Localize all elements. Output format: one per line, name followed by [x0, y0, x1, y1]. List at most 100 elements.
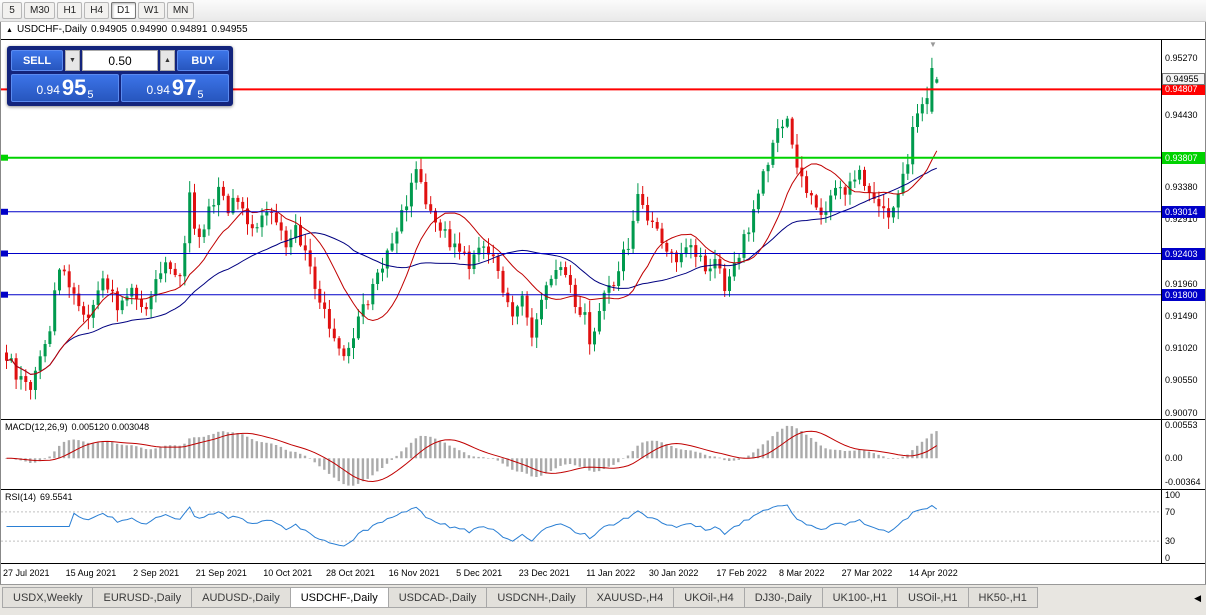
- timeframe-button-d1[interactable]: D1: [111, 2, 136, 19]
- chart-tabs: USDX,Weekly EURUSD-,Daily AUDUSD-,Daily USD…: [2, 587, 1038, 608]
- time-axis-label: 28 Oct 2021: [325, 568, 375, 578]
- chart-tab-bar: USDX,Weekly EURUSD-,Daily AUDUSD-,Daily USD…: [0, 584, 1206, 615]
- chart-tab-usoil-h1[interactable]: USOil-,H1: [898, 587, 969, 608]
- chart-shift-marker-icon: ▼: [929, 40, 937, 49]
- rsi-axis-label: 30: [1165, 536, 1176, 547]
- chart-window: ▲ USDCHF-,Daily 0.94905 0.94990 0.94891 0.949…: [0, 22, 1206, 584]
- candles-layer: [5, 57, 939, 400]
- time-axis-label: 27 Mar 2022: [841, 568, 893, 578]
- price-axis-label: 0.93380: [1165, 181, 1198, 192]
- rsi-plot: [1, 490, 1161, 563]
- buy-button[interactable]: BUY: [177, 50, 229, 71]
- time-axis-label: 15 Aug 2021: [65, 568, 117, 578]
- chart-tab-ukoil-h4[interactable]: UKOil-,H4: [674, 587, 745, 608]
- hline-price-badge: 0.93807: [1162, 151, 1205, 164]
- sell-price-prefix: 0.94: [36, 83, 60, 97]
- hline-left-marker: [1, 291, 8, 298]
- ma-fast-line: [6, 150, 938, 375]
- ohlc-low: 0.94891: [171, 24, 208, 35]
- chart-title-marker-icon: ▲: [6, 27, 13, 34]
- rsi-name: RSI(14): [5, 492, 37, 502]
- hline-price-badge: 0.92403: [1162, 247, 1205, 260]
- chart-tab-usdx-weekly[interactable]: USDX,Weekly: [2, 587, 94, 608]
- price-axis-label: 0.91960: [1165, 278, 1198, 289]
- timeframe-button-h1[interactable]: H1: [57, 2, 83, 19]
- macd-name: MACD(12,26,9): [5, 422, 68, 432]
- sell-price-display[interactable]: 0.94 95 5: [11, 74, 119, 102]
- hline-price-badge: 0.91800: [1162, 288, 1205, 301]
- chart-ohlc-title: ▲ USDCHF-,Daily 0.94905 0.94990 0.94891 0.949…: [6, 24, 252, 35]
- buy-price-big: 97: [171, 75, 197, 100]
- buy-price-prefix: 0.94: [146, 83, 170, 97]
- lot-decrease-button[interactable]: ▼: [65, 50, 80, 71]
- chart-tab-uk100-h1[interactable]: UK100-,H1: [822, 587, 899, 608]
- chart-tab-usdchf-daily[interactable]: USDCHF-,Daily: [290, 587, 389, 608]
- time-axis-label: 27 Jul 2021: [3, 568, 50, 578]
- macd-axis-label: -0.00364: [1165, 476, 1201, 487]
- ma-slow-line: [6, 167, 937, 375]
- hline-left-marker: [1, 208, 8, 215]
- chart-tab-usdcad-daily[interactable]: USDCAD-,Daily: [388, 587, 488, 608]
- hline-left-marker: [1, 250, 8, 257]
- macd-chart: [5, 425, 938, 486]
- time-axis-label: 16 Nov 2021: [388, 568, 440, 578]
- price-axis-label: 0.90070: [1165, 407, 1198, 418]
- time-axis-label: 30 Jan 2022: [648, 568, 699, 578]
- hline-left-marker: [1, 154, 8, 161]
- macd-title: MACD(12,26,9) 0.005120 0.003048: [5, 422, 153, 432]
- rsi-line: [6, 504, 938, 547]
- timeframe-button-5[interactable]: 5: [2, 2, 22, 19]
- macd-axis: 0.00553 0.00 -0.00364: [1161, 420, 1205, 489]
- rsi-indicator-panel: RSI(14) 69.5541 100 70 30 0: [1, 490, 1205, 564]
- time-axis-label: 11 Jan 2022: [586, 568, 636, 578]
- time-axis: 27 Jul 2021 15 Aug 2021 2 Sep 2021 21 Sep 2…: [1, 564, 1205, 584]
- sell-price-sup: 5: [87, 89, 94, 101]
- tab-scroll-left-icon[interactable]: ◀: [1194, 593, 1201, 603]
- macd-indicator-panel: MACD(12,26,9) 0.005120 0.003048 0.00553 0.…: [1, 420, 1205, 490]
- lot-increase-button[interactable]: ▲: [160, 50, 175, 71]
- hline-price-badge: 0.93014: [1162, 205, 1205, 218]
- time-axis-label: 8 Mar 2022: [779, 568, 825, 578]
- macd-signal-line: [6, 430, 938, 483]
- timeframe-button-w1[interactable]: W1: [137, 2, 165, 19]
- time-axis-label: 21 Sep 2021: [195, 568, 247, 578]
- chart-tab-eurusd-daily[interactable]: EURUSD-,Daily: [93, 587, 193, 608]
- macd-plot: [1, 420, 1161, 489]
- moving-averages-layer: [6, 150, 938, 375]
- rsi-axis-label: 70: [1165, 506, 1176, 517]
- timeframe-button-h4[interactable]: H4: [84, 2, 110, 19]
- macd-axis-label: 0.00: [1165, 453, 1183, 464]
- time-axis-label: 17 Feb 2022: [716, 568, 767, 578]
- time-axis-label: 10 Oct 2021: [263, 568, 313, 578]
- timeframe-button-mn[interactable]: MN: [166, 2, 195, 19]
- one-click-trading-panel: SELL ▼ 0.50 ▲ BUY 0.94 95 5 0.94 97 5: [7, 46, 233, 106]
- time-axis-label: 23 Dec 2021: [518, 568, 570, 578]
- time-axis-label: 2 Sep 2021: [133, 568, 180, 578]
- rsi-axis-label: 0: [1165, 553, 1171, 563]
- price-axis: 0.95270 0.94430 0.93380 0.92910 0.91960 0.914…: [1161, 40, 1205, 419]
- macd-histogram: [5, 425, 938, 486]
- macd-values: 0.005120 0.003048: [71, 422, 150, 432]
- chart-tab-usdcnh-daily[interactable]: USDCNH-,Daily: [487, 587, 587, 608]
- hline-price-badge: 0.94807: [1162, 83, 1205, 96]
- buy-price-display[interactable]: 0.94 97 5: [121, 74, 229, 102]
- ohlc-close: 0.94955: [211, 24, 248, 35]
- bid-price-badge: 0.94955: [1162, 73, 1205, 86]
- chart-tab-dj30-daily[interactable]: DJ30-,Daily: [744, 587, 823, 608]
- lot-size-input[interactable]: 0.50: [82, 50, 158, 71]
- timeframe-button-m30[interactable]: M30: [24, 2, 56, 19]
- chart-symbol-title: USDCHF-,Daily: [16, 24, 87, 35]
- macd-axis-label: 0.00553: [1165, 420, 1198, 430]
- candlestick-chart[interactable]: [1, 40, 1161, 419]
- chart-tab-audusd-daily[interactable]: AUDUSD-,Daily: [192, 587, 291, 608]
- rsi-title: RSI(14) 69.5541: [5, 492, 77, 502]
- price-axis-label: 0.94430: [1165, 110, 1198, 121]
- sell-button[interactable]: SELL: [11, 50, 63, 71]
- price-axis-label: 0.95270: [1165, 52, 1198, 63]
- time-axis-label: 5 Dec 2021: [456, 568, 503, 578]
- main-chart-plot: [1, 40, 1161, 419]
- chart-tab-hk50-h1[interactable]: HK50-,H1: [968, 587, 1038, 608]
- sell-price-big: 95: [61, 75, 87, 100]
- chart-tab-xauusd-h4[interactable]: XAUUSD-,H4: [586, 587, 675, 608]
